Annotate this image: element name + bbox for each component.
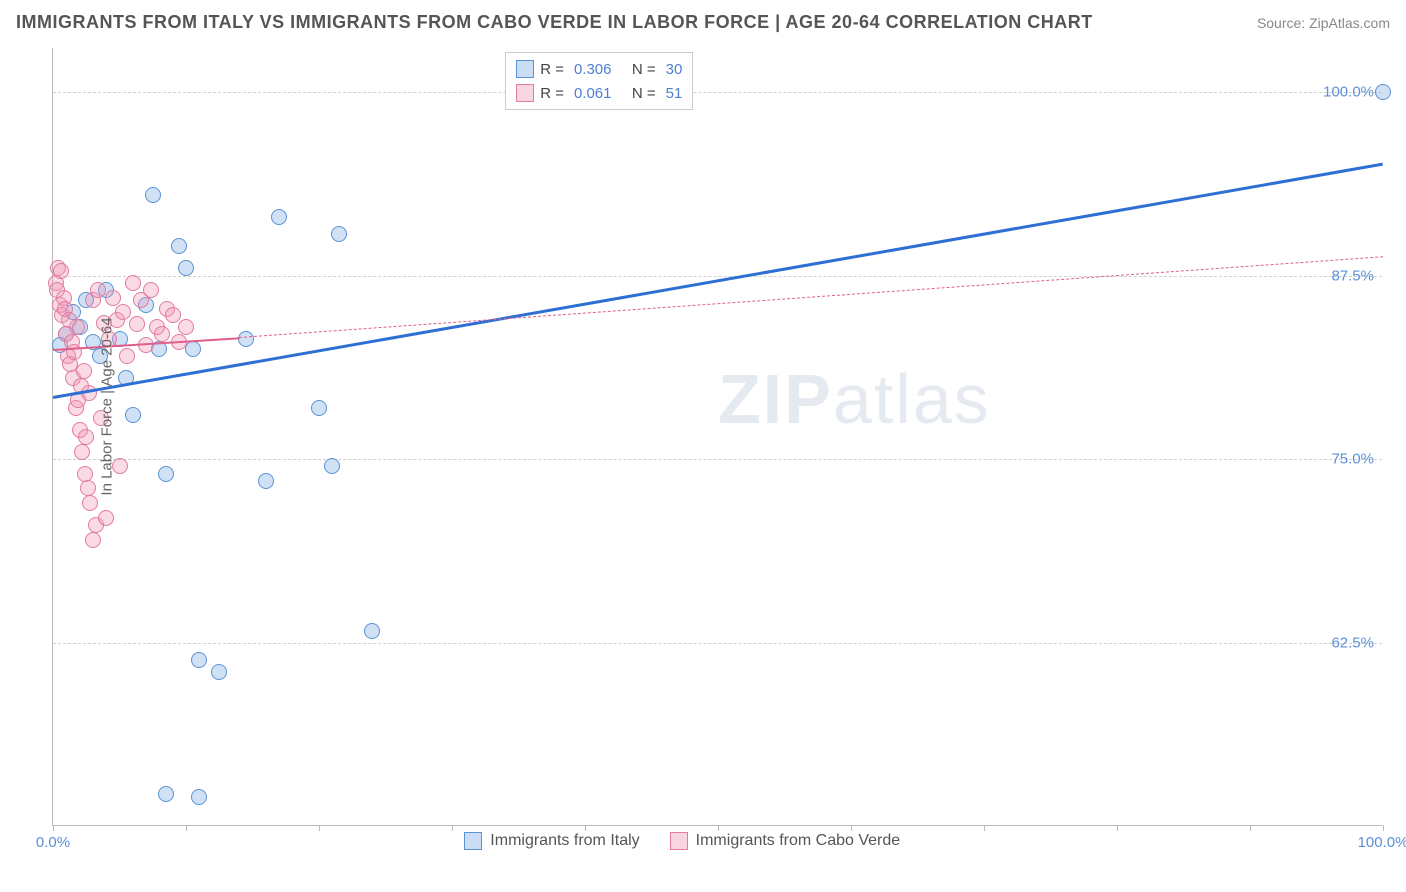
data-point-cabo bbox=[74, 444, 90, 460]
data-point-cabo bbox=[90, 282, 106, 298]
x-tick bbox=[452, 825, 453, 831]
data-point-italy bbox=[171, 238, 187, 254]
legend-stats: R = 0.306 N = 30 R = 0.061 N = 51 bbox=[505, 52, 693, 110]
gridline-h bbox=[53, 459, 1382, 460]
y-tick-label: 100.0% bbox=[1323, 84, 1374, 101]
data-point-italy bbox=[211, 664, 227, 680]
x-tick bbox=[186, 825, 187, 831]
legend-n-label: N = bbox=[632, 61, 656, 78]
x-tick bbox=[851, 825, 852, 831]
swatch-icon bbox=[516, 60, 534, 78]
x-tick bbox=[1250, 825, 1251, 831]
x-tick bbox=[1117, 825, 1118, 831]
data-point-italy bbox=[145, 187, 161, 203]
watermark: ZIPatlas bbox=[718, 359, 991, 439]
y-tick-label: 87.5% bbox=[1331, 267, 1374, 284]
legend-r-value: 0.306 bbox=[574, 61, 612, 78]
x-axis-label: 0.0% bbox=[36, 834, 70, 851]
data-point-italy bbox=[125, 407, 141, 423]
data-point-italy bbox=[158, 786, 174, 802]
data-point-cabo bbox=[53, 263, 69, 279]
data-point-cabo bbox=[119, 348, 135, 364]
legend-label: Immigrants from Cabo Verde bbox=[696, 832, 901, 850]
legend-bottom: Immigrants from Italy Immigrants from Cab… bbox=[464, 832, 900, 850]
y-tick-label: 75.0% bbox=[1331, 451, 1374, 468]
y-tick-label: 62.5% bbox=[1331, 634, 1374, 651]
y-axis-title: In Labor Force | Age 20-64 bbox=[99, 318, 116, 496]
gridline-h bbox=[53, 276, 1382, 277]
data-point-cabo bbox=[154, 326, 170, 342]
swatch-icon bbox=[464, 832, 482, 850]
legend-n-value: 51 bbox=[666, 85, 683, 102]
x-tick bbox=[585, 825, 586, 831]
data-point-italy bbox=[311, 400, 327, 416]
swatch-icon bbox=[516, 84, 534, 102]
data-point-italy bbox=[364, 623, 380, 639]
swatch-icon bbox=[670, 832, 688, 850]
data-point-cabo bbox=[105, 290, 121, 306]
chart-title: IMMIGRANTS FROM ITALY VS IMMIGRANTS FROM… bbox=[16, 12, 1093, 33]
data-point-italy bbox=[191, 652, 207, 668]
legend-r-label: R = bbox=[540, 85, 564, 102]
data-point-cabo bbox=[129, 316, 145, 332]
data-point-italy bbox=[271, 209, 287, 225]
gridline-h bbox=[53, 92, 1382, 93]
data-point-cabo bbox=[165, 307, 181, 323]
legend-r-value: 0.061 bbox=[574, 85, 612, 102]
data-point-italy bbox=[178, 260, 194, 276]
legend-n-value: 30 bbox=[666, 61, 683, 78]
data-point-italy bbox=[331, 226, 347, 242]
x-tick bbox=[1383, 825, 1384, 831]
data-point-cabo bbox=[78, 429, 94, 445]
data-point-italy bbox=[1375, 84, 1391, 100]
data-point-cabo bbox=[178, 319, 194, 335]
data-point-cabo bbox=[69, 319, 85, 335]
data-point-cabo bbox=[115, 304, 131, 320]
legend-item: Immigrants from Italy bbox=[464, 832, 639, 850]
data-point-cabo bbox=[125, 275, 141, 291]
legend-n-label: N = bbox=[632, 85, 656, 102]
x-axis-label: 100.0% bbox=[1358, 834, 1406, 851]
data-point-italy bbox=[324, 458, 340, 474]
data-point-cabo bbox=[85, 532, 101, 548]
x-tick bbox=[718, 825, 719, 831]
data-point-cabo bbox=[82, 495, 98, 511]
trend-line bbox=[53, 163, 1384, 399]
data-point-cabo bbox=[98, 510, 114, 526]
chart-plot-area: ZIPatlas 62.5%75.0%87.5%100.0%0.0%100.0%… bbox=[52, 48, 1382, 826]
data-point-cabo bbox=[76, 363, 92, 379]
data-point-cabo bbox=[80, 480, 96, 496]
data-point-italy bbox=[258, 473, 274, 489]
legend-item: Immigrants from Cabo Verde bbox=[670, 832, 901, 850]
x-tick bbox=[53, 825, 54, 831]
data-point-italy bbox=[191, 789, 207, 805]
data-point-cabo bbox=[77, 466, 93, 482]
source-attribution: Source: ZipAtlas.com bbox=[1257, 15, 1390, 31]
legend-r-label: R = bbox=[540, 61, 564, 78]
trend-line bbox=[239, 256, 1383, 338]
x-tick bbox=[984, 825, 985, 831]
legend-label: Immigrants from Italy bbox=[490, 832, 639, 850]
data-point-italy bbox=[238, 331, 254, 347]
data-point-italy bbox=[158, 466, 174, 482]
x-tick bbox=[319, 825, 320, 831]
gridline-h bbox=[53, 643, 1382, 644]
data-point-cabo bbox=[143, 282, 159, 298]
